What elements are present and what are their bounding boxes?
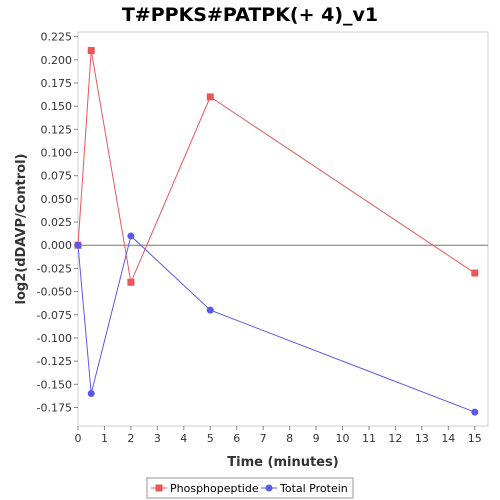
x-tick-label: 9 — [313, 432, 320, 445]
x-tick-label: 15 — [468, 432, 482, 445]
y-tick-label: -0.050 — [37, 286, 72, 299]
data-point-circle — [87, 390, 95, 398]
legend: Phosphopeptide Total Protein — [146, 477, 354, 499]
y-axis: 0.225 0.200 0.175 0.150 0.125 0.100 0.075 0.050… — [37, 31, 78, 414]
x-axis: 0 1 2 3 4 5 6 7 8 9 10 11 12 13 14 15 — [75, 426, 482, 445]
series-layer — [74, 47, 479, 416]
x-tick-label: 1 — [101, 432, 108, 445]
x-tick-label: 4 — [180, 432, 187, 445]
data-point-circle — [127, 232, 135, 240]
data-point-square — [471, 269, 479, 277]
y-axis-label: log2(dDAVP/Control) — [14, 154, 29, 305]
x-tick-label: 10 — [336, 432, 350, 445]
legend-marker-circle — [265, 484, 273, 492]
data-point-circle — [471, 408, 479, 416]
data-point-square — [87, 47, 95, 55]
plot-area — [77, 31, 489, 427]
x-axis-label: Time (minutes) — [227, 455, 338, 470]
x-tick-label: 5 — [207, 432, 214, 445]
data-point-square — [127, 278, 135, 286]
x-tick-label: 2 — [127, 432, 134, 445]
legend-box — [146, 477, 354, 499]
y-tick-label: 0.150 — [41, 100, 73, 113]
legend-marker-square — [155, 484, 163, 492]
y-tick-label: 0.000 — [41, 239, 73, 252]
x-tick-label: 6 — [233, 432, 240, 445]
x-tick-label: 0 — [75, 432, 82, 445]
x-tick-label: 12 — [388, 432, 402, 445]
y-tick-label: -0.125 — [37, 355, 72, 368]
chart-title: T#PPKS#PATPK(+ 4)_v1 — [122, 4, 378, 26]
y-tick-label: -0.150 — [37, 378, 72, 391]
data-point-square — [206, 93, 214, 101]
x-tick-label: 13 — [415, 432, 429, 445]
y-tick-label: -0.100 — [37, 332, 72, 345]
y-tick-label: 0.125 — [41, 123, 73, 136]
y-tick-label: -0.025 — [37, 262, 72, 275]
x-tick-label: 7 — [260, 432, 267, 445]
data-point-circle — [206, 306, 214, 314]
y-tick-label: 0.100 — [41, 147, 73, 160]
x-tick-label: 3 — [154, 432, 161, 445]
legend-label: Total Protein — [279, 482, 348, 495]
x-tick-label: 14 — [441, 432, 455, 445]
legend-label: Phosphopeptide — [170, 482, 259, 495]
y-tick-label: 0.050 — [41, 193, 73, 206]
y-tick-label: 0.075 — [41, 170, 73, 183]
y-tick-label: 0.200 — [41, 54, 73, 67]
x-tick-label: 11 — [362, 432, 376, 445]
y-tick-label: -0.075 — [37, 309, 72, 322]
y-tick-label: 0.175 — [41, 77, 73, 90]
x-tick-label: 8 — [286, 432, 293, 445]
y-tick-label: 0.025 — [41, 216, 73, 229]
y-tick-label: -0.175 — [37, 401, 72, 414]
y-tick-label: 0.225 — [41, 31, 73, 44]
data-point-circle — [74, 241, 82, 249]
